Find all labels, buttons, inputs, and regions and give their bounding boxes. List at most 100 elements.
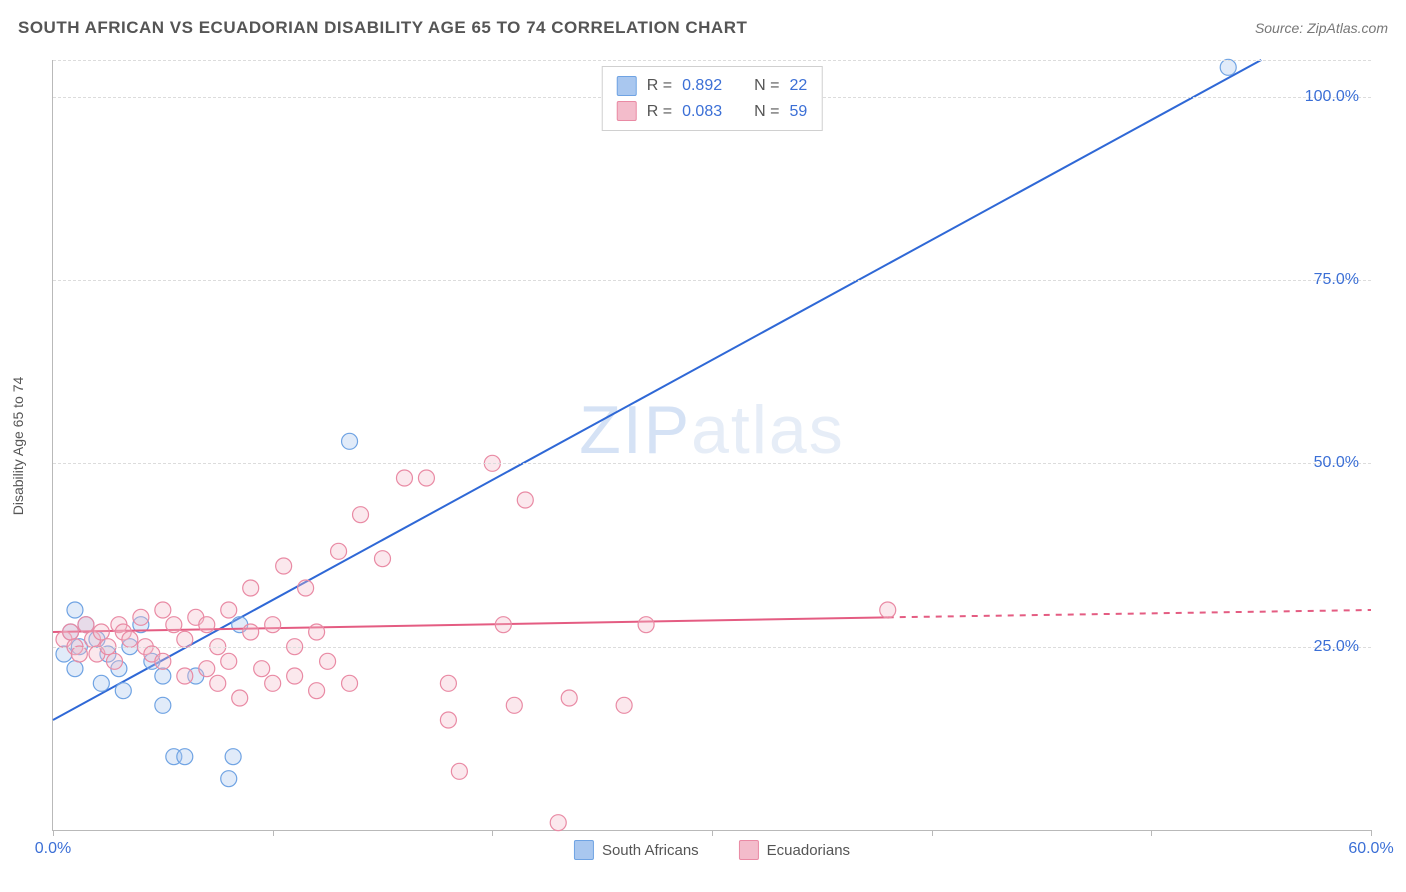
- data-point: [1220, 59, 1236, 75]
- data-point: [232, 690, 248, 706]
- n-value: 22: [789, 73, 807, 99]
- data-point: [155, 668, 171, 684]
- legend-swatch: [574, 840, 594, 860]
- legend-swatch: [739, 840, 759, 860]
- legend-swatch: [617, 76, 637, 96]
- n-value: 59: [789, 99, 807, 125]
- legend-item: South Africans: [574, 840, 699, 860]
- legend-label: Ecuadorians: [767, 842, 850, 859]
- legend-swatch: [617, 101, 637, 121]
- n-label: N =: [754, 99, 779, 125]
- legend-stat-row: R = 0.892 N = 22: [617, 73, 808, 99]
- data-point: [107, 653, 123, 669]
- data-point: [265, 675, 281, 691]
- r-value: 0.892: [682, 73, 722, 99]
- data-point: [67, 602, 83, 618]
- chart-source: Source: ZipAtlas.com: [1255, 20, 1388, 36]
- r-label: R =: [647, 73, 672, 99]
- gridline: [53, 463, 1371, 464]
- data-point: [243, 580, 259, 596]
- data-point: [506, 697, 522, 713]
- data-point: [254, 661, 270, 677]
- x-tick-mark: [712, 830, 713, 836]
- data-point: [440, 712, 456, 728]
- data-point: [63, 624, 79, 640]
- x-tick-mark: [1371, 830, 1372, 836]
- legend-r-n-box: R = 0.892 N = 22 R = 0.083 N = 59: [602, 66, 823, 131]
- data-point: [221, 653, 237, 669]
- data-point: [342, 675, 358, 691]
- data-point: [309, 683, 325, 699]
- data-point: [353, 507, 369, 523]
- r-value: 0.083: [682, 99, 722, 125]
- chart-title: SOUTH AFRICAN VS ECUADORIAN DISABILITY A…: [18, 18, 747, 38]
- data-point: [93, 624, 109, 640]
- data-point: [221, 602, 237, 618]
- data-point: [78, 617, 94, 633]
- data-point: [451, 763, 467, 779]
- x-tick-label: 60.0%: [1348, 840, 1393, 858]
- y-axis-label: Disability Age 65 to 74: [10, 377, 26, 516]
- data-point: [287, 668, 303, 684]
- x-tick-mark: [273, 830, 274, 836]
- data-point: [221, 771, 237, 787]
- chart-svg: [53, 60, 1371, 830]
- data-point: [210, 675, 226, 691]
- data-point: [331, 543, 347, 559]
- data-point: [342, 433, 358, 449]
- data-point: [122, 631, 138, 647]
- data-point: [67, 661, 83, 677]
- x-tick-mark: [492, 830, 493, 836]
- data-point: [115, 683, 131, 699]
- legend-bottom: South Africans Ecuadorians: [574, 840, 850, 860]
- gridline: [53, 280, 1371, 281]
- data-point: [320, 653, 336, 669]
- data-point: [225, 749, 241, 765]
- data-point: [199, 617, 215, 633]
- data-point: [298, 580, 314, 596]
- data-point: [396, 470, 412, 486]
- y-tick-label: 25.0%: [1314, 638, 1359, 656]
- data-point: [199, 661, 215, 677]
- x-tick-mark: [932, 830, 933, 836]
- y-tick-label: 50.0%: [1314, 454, 1359, 472]
- data-point: [880, 602, 896, 618]
- data-point: [616, 697, 632, 713]
- data-point: [561, 690, 577, 706]
- gridline: [53, 60, 1371, 61]
- y-tick-label: 100.0%: [1305, 88, 1359, 106]
- data-point: [309, 624, 325, 640]
- data-point: [155, 653, 171, 669]
- data-point: [93, 675, 109, 691]
- data-point: [418, 470, 434, 486]
- data-point: [177, 668, 193, 684]
- y-tick-label: 75.0%: [1314, 271, 1359, 289]
- data-point: [495, 617, 511, 633]
- x-tick-mark: [53, 830, 54, 836]
- data-point: [133, 609, 149, 625]
- data-point: [638, 617, 654, 633]
- regression-line-dashed: [888, 610, 1371, 617]
- plot-area: ZIPatlas R =0.892N =22R =0.083N =59 Sout…: [52, 60, 1371, 831]
- data-point: [155, 602, 171, 618]
- data-point: [71, 646, 87, 662]
- n-label: N =: [754, 73, 779, 99]
- data-point: [177, 631, 193, 647]
- data-point: [276, 558, 292, 574]
- data-point: [517, 492, 533, 508]
- legend-label: South Africans: [602, 842, 699, 859]
- r-label: R =: [647, 99, 672, 125]
- data-point: [375, 551, 391, 567]
- gridline: [53, 647, 1371, 648]
- data-point: [265, 617, 281, 633]
- data-point: [440, 675, 456, 691]
- legend-stat-row: R = 0.083 N = 59: [617, 99, 808, 125]
- data-point: [155, 697, 171, 713]
- x-tick-mark: [1151, 830, 1152, 836]
- data-point: [177, 749, 193, 765]
- x-tick-label: 0.0%: [35, 840, 71, 858]
- chart-header: SOUTH AFRICAN VS ECUADORIAN DISABILITY A…: [18, 18, 1388, 38]
- legend-item: Ecuadorians: [739, 840, 850, 860]
- data-point: [243, 624, 259, 640]
- data-point: [166, 617, 182, 633]
